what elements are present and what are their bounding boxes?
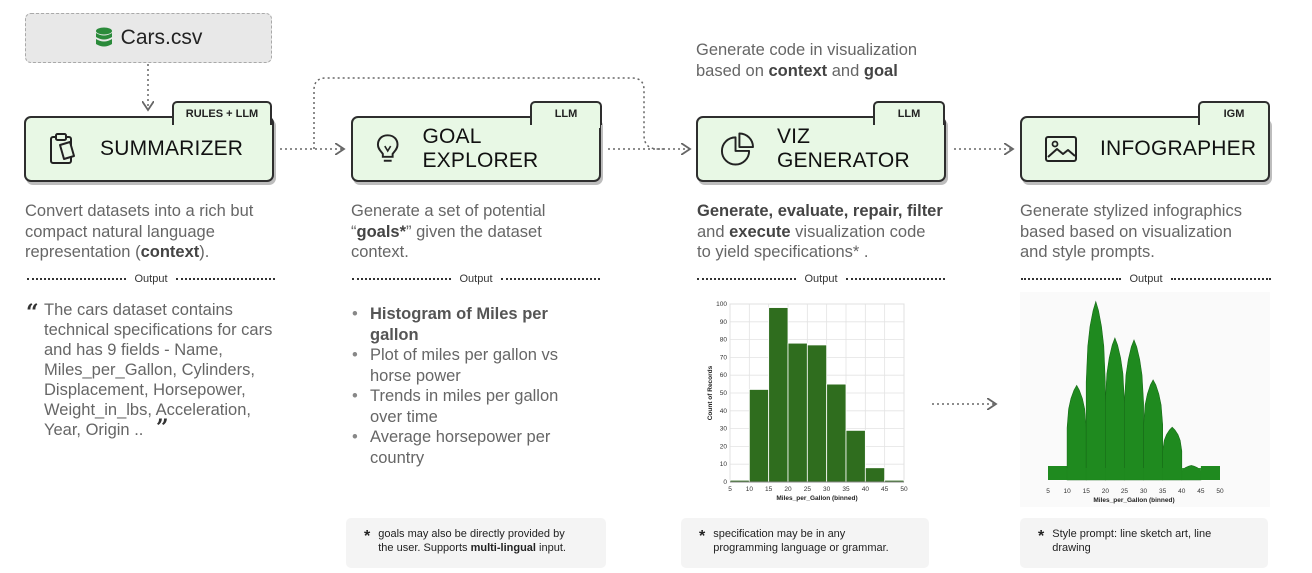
infographer-title: INFOGRAPHER bbox=[1100, 137, 1257, 160]
infographic-bar bbox=[1162, 426, 1183, 481]
x-tick-label: 35 bbox=[842, 486, 850, 493]
list-item: • Plot of miles per gallon vs horse power bbox=[352, 346, 559, 385]
source-label: Cars.csv bbox=[120, 26, 203, 49]
lightbulb-icon bbox=[376, 134, 399, 162]
x-tick-label: 50 bbox=[900, 486, 908, 493]
viz-caption-line1: Generate code in visualization bbox=[696, 41, 918, 59]
y-tick-label: 10 bbox=[720, 461, 728, 468]
x-tick-label: 35 bbox=[1159, 488, 1167, 495]
histogram-bar bbox=[864, 467, 886, 483]
viz-generator-description: Generate, evaluate, repair, filter and e… bbox=[697, 202, 943, 261]
data-source-box: Cars.csv bbox=[25, 13, 272, 63]
x-tick-label: 45 bbox=[881, 486, 889, 493]
x-tick-label: 10 bbox=[746, 486, 754, 493]
x-tick-label: 15 bbox=[1083, 488, 1091, 495]
x-axis-label: Miles_per_Gallon (binned) bbox=[776, 495, 857, 502]
x-tick-label: 5 bbox=[728, 486, 732, 493]
goals-list: • Histogram of Miles per gallon • Plot of … bbox=[352, 304, 592, 468]
x-tick-label: 5 bbox=[1046, 488, 1050, 495]
summarizer-description: Convert datasets into a rich but compact… bbox=[25, 202, 254, 261]
histogram-chart: 5 10 15 20 25 30 35 40 45 50 0 10 20 30 40 50 60 70 80 90 1… bbox=[707, 301, 908, 502]
goal-explorer-note: * goals may also be directly provided by… bbox=[346, 518, 606, 568]
infographer-description: Generate stylized infographics based bas… bbox=[1020, 202, 1242, 261]
x-tick-label: 40 bbox=[862, 486, 870, 493]
histogram-bar bbox=[748, 389, 770, 483]
summary-quote: “ The cars dataset contains technical sp… bbox=[26, 300, 284, 441]
list-item: • Histogram of Miles per gallon bbox=[352, 305, 548, 344]
open-quote-mark: “ bbox=[26, 300, 39, 326]
viz-generator-note: * specification may be in any programmin… bbox=[681, 518, 929, 568]
note-star: * bbox=[364, 528, 371, 545]
y-axis-label: Count of Records bbox=[707, 365, 714, 420]
arrow-context-bypass bbox=[313, 77, 664, 150]
y-tick-label: 70 bbox=[720, 354, 728, 361]
histogram-bar bbox=[806, 344, 828, 483]
clipboard-icon bbox=[50, 133, 75, 164]
goal-explorer-module: GOAL EXPLORER bbox=[351, 116, 601, 182]
database-icon bbox=[95, 27, 112, 47]
viz-caption-line2: based on context and goal bbox=[696, 62, 898, 80]
y-tick-label: 50 bbox=[720, 390, 728, 397]
goal-explorer-output-divider: Output bbox=[352, 272, 600, 286]
x-tick-label: 30 bbox=[1140, 488, 1148, 495]
x-tick-label: 50 bbox=[1216, 488, 1224, 495]
y-tick-label: 90 bbox=[720, 319, 728, 326]
x-tick-label: 20 bbox=[1102, 488, 1110, 495]
viz-generator-tag: LLM bbox=[873, 101, 945, 128]
y-tick-label: 0 bbox=[723, 479, 727, 486]
histogram-bar bbox=[787, 342, 808, 483]
viz-generator-output-divider: Output bbox=[697, 272, 945, 286]
close-quote-mark: ” bbox=[155, 415, 169, 441]
x-tick-label: 25 bbox=[804, 486, 812, 493]
list-item: • Trends in miles per gallon over time bbox=[352, 387, 559, 426]
infographer-output-divider: Output bbox=[1021, 272, 1271, 286]
x-tick-label: 40 bbox=[1178, 488, 1186, 495]
pie-chart-icon bbox=[720, 132, 754, 166]
note-star: * bbox=[1038, 528, 1045, 545]
y-tick-label: 40 bbox=[720, 408, 728, 415]
histogram-bar bbox=[845, 429, 866, 483]
infographer-tag: IGM bbox=[1198, 101, 1270, 128]
infographer-note: * Style prompt: line sketch art, line dr… bbox=[1020, 518, 1268, 568]
histogram-bar bbox=[826, 383, 847, 483]
viz-generator-title: VIZ GENERATOR bbox=[776, 125, 910, 172]
viz-caption: Generate code in visualization based on … bbox=[696, 40, 917, 82]
goal-explorer-title: GOAL EXPLORER bbox=[422, 125, 539, 172]
goal-explorer-description: Generate a set of potential “goals*” giv… bbox=[351, 202, 546, 261]
summarizer-tag: RULES + LLM bbox=[172, 101, 272, 128]
y-tick-label: 60 bbox=[720, 372, 728, 379]
x-tick-label: 15 bbox=[765, 486, 773, 493]
image-icon bbox=[1045, 136, 1077, 162]
x-axis-label: Miles_per_Gallon (binned) bbox=[1093, 497, 1174, 504]
infographic-bar bbox=[1143, 379, 1163, 481]
goal-explorer-tag: LLM bbox=[530, 101, 602, 128]
histogram-bar bbox=[768, 307, 789, 483]
x-tick-label: 25 bbox=[1121, 488, 1129, 495]
x-tick-label: 30 bbox=[823, 486, 831, 493]
y-tick-label: 80 bbox=[720, 337, 728, 344]
y-tick-label: 20 bbox=[720, 443, 728, 450]
summarizer-output-divider: Output bbox=[27, 272, 275, 286]
y-tick-label: 30 bbox=[720, 426, 728, 433]
y-tick-label: 100 bbox=[716, 301, 727, 308]
infographic-bar bbox=[1124, 339, 1144, 481]
infographic-chart: 5 10 15 20 25 30 35 40 45 50 Miles_per_Gallon (bi… bbox=[1020, 292, 1270, 507]
x-tick-label: 45 bbox=[1197, 488, 1205, 495]
x-tick-label: 10 bbox=[1063, 488, 1071, 495]
list-item: • Average horsepower per country bbox=[352, 428, 551, 467]
summarizer-title: SUMMARIZER bbox=[100, 137, 244, 160]
summary-text: The cars dataset contains technical spec… bbox=[44, 301, 273, 439]
x-tick-label: 20 bbox=[784, 486, 792, 493]
note-star: * bbox=[699, 528, 706, 545]
viz-generator-module: VIZ GENERATOR bbox=[696, 116, 946, 182]
